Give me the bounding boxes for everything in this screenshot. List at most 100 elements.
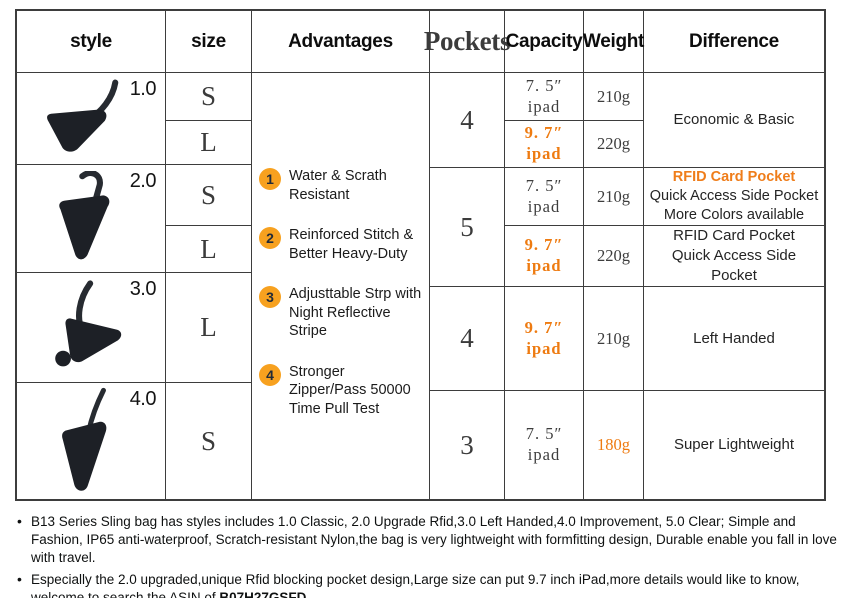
- style-cell-1: 1.0: [17, 73, 166, 165]
- asin-code: B07H27GSFD: [219, 589, 307, 598]
- difference-text: Super Lightweight: [673, 436, 795, 454]
- column-advantages: Advantages 1 Water & Scrath Resistant 2 …: [252, 11, 430, 499]
- header-advantages: Advantages: [252, 11, 430, 73]
- number-badge-4-icon: 4: [259, 363, 281, 386]
- description-bullet: Especially the 2.0 upgraded,unique Rfid …: [16, 570, 840, 598]
- capacity-cell: 9. 7″ ipad: [505, 287, 584, 391]
- column-group-style-size: style size 1.0 S L: [17, 11, 252, 499]
- advantage-text: Adjusttable Strp with Night Reflective S…: [289, 286, 422, 340]
- header-capacity: Capacity: [505, 11, 584, 73]
- header-capacity-label: Capacity: [505, 30, 583, 52]
- size-cell: L: [166, 121, 252, 165]
- table-row: 4 9. 7″ ipad 210g Left Handed: [430, 287, 824, 391]
- number-badge-1-icon: 1: [259, 168, 281, 190]
- weight-cell: 210g: [584, 73, 644, 121]
- difference-highlight-text: RFID Card Pocket: [672, 169, 796, 186]
- number-badge-3-icon: 3: [259, 286, 281, 309]
- capacity-cell: 9. 7″ ipad: [505, 226, 584, 287]
- description-bullet-list: B13 Series Sling bag has styles includes…: [16, 512, 840, 598]
- difference-cell: Left Handed: [644, 287, 824, 391]
- advantage-item: 3 Adjusttable Strp with Night Reflective…: [259, 285, 425, 341]
- style-cell-3: 3.0: [17, 273, 166, 383]
- table-row: 1.0 S L: [17, 73, 252, 165]
- difference-cell: RFID Card Pocket Quick Access Side Pocke…: [644, 168, 824, 226]
- size-cell: L: [166, 226, 252, 273]
- capacity-cell: 9. 7″ ipad: [505, 121, 584, 168]
- description-bullet: B13 Series Sling bag has styles includes…: [16, 512, 840, 567]
- advantages-cell: 1 Water & Scrath Resistant 2 Reinforced …: [252, 73, 430, 499]
- capacity-size: 9. 7″: [524, 235, 564, 255]
- product-description: B13 Series Sling bag has styles includes…: [16, 512, 840, 598]
- style-cell-4: 4.0: [17, 383, 166, 499]
- capacity-size: 7. 5″: [525, 424, 563, 444]
- capacity-device: ipad: [527, 445, 561, 464]
- header-pockets-label: Pockets: [423, 26, 511, 56]
- pockets-cell: 5: [430, 168, 505, 287]
- style-version-label: 4.0: [129, 388, 157, 410]
- comparison-table: style size 1.0 S L: [15, 9, 826, 501]
- style-version-label: 3.0: [129, 278, 157, 300]
- table-row: 3 7. 5″ ipad 180g Super Lightweight: [430, 391, 824, 499]
- sling-bag-1-image: [47, 79, 119, 152]
- pockets-cell: 4: [430, 73, 505, 168]
- difference-text: RFID Card Pocket: [673, 227, 795, 245]
- capacity-device: ipad: [526, 338, 562, 358]
- size-cell: L: [166, 273, 252, 383]
- column-group-specs: Pockets Capacity Weight Difference 4 7. …: [424, 11, 824, 499]
- pockets-cell: 3: [430, 391, 505, 499]
- bullet-text: B13 Series Sling bag has styles includes…: [31, 514, 837, 565]
- difference-subcolumn: RFID Card Pocket Quick Access Side Pocke…: [644, 168, 824, 287]
- difference-text: Quick Access Side Pocket: [671, 247, 797, 284]
- capacity-size: 7. 5″: [525, 175, 563, 195]
- style-version-label: 2.0: [129, 170, 157, 192]
- size-cell: S: [166, 73, 252, 121]
- size-subcolumn: S: [166, 383, 252, 499]
- difference-cell: RFID Card Pocket Quick Access Side Pocke…: [644, 226, 824, 287]
- sling-bag-3-image: [55, 279, 122, 366]
- table-row: 4 7. 5″ ipad 210g 9. 7″ ipad: [430, 73, 824, 168]
- difference-text: Left Handed: [693, 329, 775, 347]
- capacity-size: 9. 7″: [524, 123, 564, 143]
- capacity-device: ipad: [527, 196, 561, 216]
- header-style-label: style: [70, 30, 112, 52]
- capacity-cell: 7. 5″ ipad: [505, 391, 584, 499]
- difference-text: Quick Access Side Pocket: [649, 188, 819, 205]
- sling-bag-4-image: [62, 387, 107, 491]
- header-size: size: [166, 11, 252, 73]
- advantage-item: 1 Water & Scrath Resistant: [259, 167, 425, 204]
- difference-cell: Economic & Basic: [644, 73, 824, 168]
- size-cell: S: [166, 383, 252, 499]
- size-subcolumn: L: [166, 273, 252, 383]
- header-difference: Difference: [644, 11, 824, 73]
- difference-text: Economic & Basic: [673, 111, 795, 129]
- weight-cell: 210g: [584, 168, 644, 226]
- advantage-text: Reinforced Stitch & Better Heavy-Duty: [289, 227, 414, 262]
- table-row: 2.0 S L: [17, 165, 252, 273]
- advantage-text: Water & Scrath Resistant: [289, 168, 387, 203]
- header-difference-label: Difference: [689, 30, 779, 52]
- style-cell-2: 2.0: [17, 165, 166, 273]
- header-style: style: [17, 11, 166, 73]
- advantage-text: Stronger Zipper/Pass 50000 Time Pull Tes…: [289, 363, 411, 417]
- advantage-item: 2 Reinforced Stitch & Better Heavy-Duty: [259, 226, 425, 263]
- capacity-cell: 7. 5″ ipad: [505, 168, 584, 226]
- capacity-device: ipad: [526, 144, 562, 163]
- capacity-cell: 7. 5″ ipad: [505, 73, 584, 121]
- difference-cell: Super Lightweight: [644, 391, 824, 499]
- capacity-device: ipad: [526, 256, 562, 275]
- capacity-size: 7. 5″: [525, 75, 563, 95]
- difference-text: More Colors available: [663, 206, 805, 223]
- capacity-device: ipad: [527, 96, 561, 116]
- size-subcolumn: S L: [166, 165, 252, 273]
- capacity-size: 9. 7″: [524, 317, 564, 337]
- header-size-label: size: [191, 30, 226, 52]
- advantage-item: 4 Stronger Zipper/Pass 50000 Time Pull T…: [259, 363, 425, 419]
- number-badge-2-icon: 2: [259, 227, 281, 250]
- capacity-weight-subcolumn: 7. 5″ ipad 210g 9. 7″ ipad 220g: [505, 73, 644, 168]
- header-advantages-label: Advantages: [288, 30, 393, 52]
- table-row: 3.0 L: [17, 273, 252, 383]
- weight-cell: 210g: [584, 287, 644, 391]
- style-version-label: 1.0: [129, 78, 157, 100]
- size-cell: S: [166, 165, 252, 226]
- weight-cell: 220g: [584, 121, 644, 168]
